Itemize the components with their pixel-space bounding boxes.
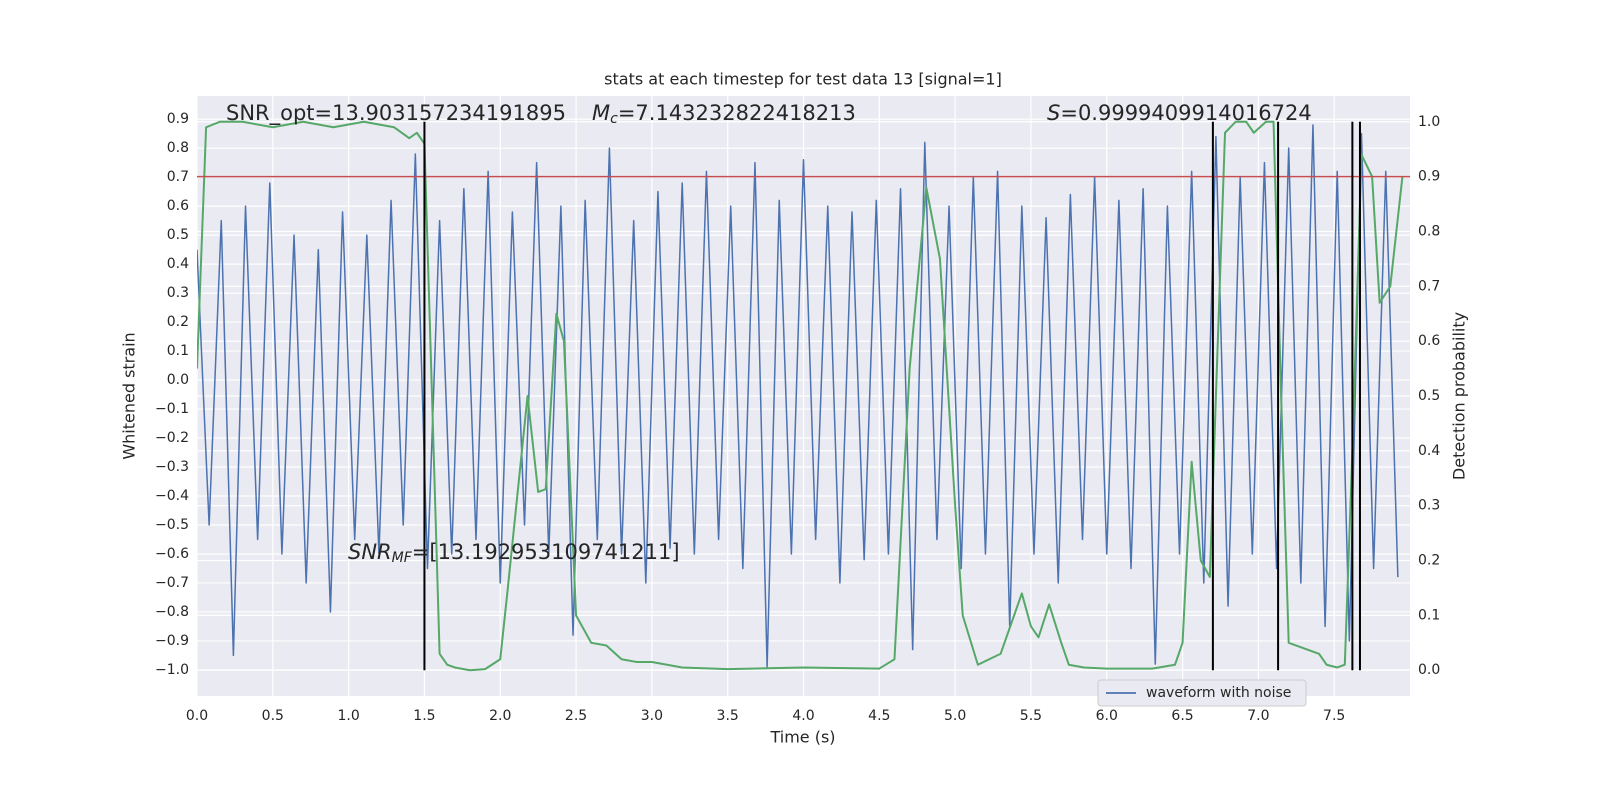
annotation-subscript: c [610,111,618,127]
annotation-text: =7.143232822418213 [618,101,856,125]
y2-tick-label: 1.0 [1418,114,1440,130]
x-tick-label: 4.0 [792,708,814,724]
y-tick-label: 0.5 [167,227,189,243]
y-tick-label: −0.8 [155,604,189,620]
annotation: SNR_opt=13.903157234191895 [226,101,566,126]
y-tick-label: −0.2 [155,430,189,446]
y2-tick-label: 0.7 [1418,278,1440,294]
x-tick-label: 5.5 [1020,708,1042,724]
x-axis-label: Time (s) [769,728,835,747]
y-tick-label: 0.2 [167,314,189,330]
y2-tick-label: 0.3 [1418,498,1440,514]
annotation-text: =[13.192953109741211] [412,540,680,564]
x-tick-label: 1.5 [413,708,435,724]
marks [197,120,1410,672]
legend: waveform with noise [1097,679,1307,707]
x-tick-label: 3.0 [641,708,663,724]
annotation: S=0.9999409914016724 [1047,101,1312,125]
y2-tick-label: 0.9 [1418,169,1440,185]
y-tick-label: 0.0 [167,372,189,388]
x-tick-label: 1.0 [337,708,359,724]
probability-line [197,120,1404,672]
y-tick-label: 0.7 [167,169,189,185]
chart-title: stats at each timestep for test data 13 … [604,70,1002,89]
y2-axis-label: Detection probability [1450,312,1469,480]
y2-tick-label: 0.0 [1418,662,1440,678]
waveform-line [197,124,1399,668]
y2-tick-label: 0.4 [1418,443,1440,459]
labels: 0.0 0.5 1.0 1.5 2.0 2.5 3.0 3.5 4.0 4.5 5.0 5.5 6.0 6… [155,101,1440,724]
legend-label: waveform with noise [1146,685,1291,701]
annotation-text: =0.9999409914016724 [1060,101,1311,125]
y-tick-label: 0.9 [167,111,189,127]
y-tick-label: 0.1 [167,343,189,359]
x-tick-label: 4.5 [868,708,890,724]
y-tick-label: −0.1 [155,401,189,417]
y-tick-label: 0.8 [167,140,189,156]
y2-tick-label: 0.6 [1418,333,1440,349]
x-tick-label: 2.5 [565,708,587,724]
x-tick-label: 0.5 [262,708,284,724]
y-tick-label: 0.6 [167,198,189,214]
x-tick-label: 7.5 [1323,708,1345,724]
annotation-symbol: SNR [348,540,392,564]
y-tick-label: −0.5 [155,517,189,533]
y-tick-label: −0.3 [155,459,189,475]
x-tick-label: 6.0 [1096,708,1118,724]
annotation-text: SNR_opt=13.903157234191895 [226,101,566,126]
y-tick-label: −0.4 [155,488,189,504]
x-tick-label: 3.5 [717,708,739,724]
y-tick-label: 0.4 [167,256,189,272]
y-tick-label: −0.7 [155,575,189,591]
y-tick-label: −0.9 [155,633,189,649]
x-tick-label: 0.0 [186,708,208,724]
annotation: SNRMF=[13.192953109741211] [348,540,680,566]
y2-tick-label: 0.8 [1418,223,1440,239]
annotation-symbol: M [592,101,610,125]
x-tick-label: 5.0 [944,708,966,724]
annotation: Mc=7.143232822418213 [592,101,856,127]
legend-box [1097,679,1307,707]
y2-tick-label: 0.1 [1418,607,1440,623]
annotation-symbol: S [1047,101,1060,125]
y-axis-label: Whitened strain [120,332,139,459]
y-tick-label: −1.0 [155,662,189,678]
x-tick-label: 6.5 [1171,708,1193,724]
annotation-subscript: MF [392,550,413,566]
y-tick-label: 0.3 [167,285,189,301]
x-tick-label: 2.0 [489,708,511,724]
y2-tick-label: 0.5 [1418,388,1440,404]
x-tick-label: 7.0 [1247,708,1269,724]
y2-tick-label: 0.2 [1418,553,1440,569]
y-tick-label: −0.6 [155,546,189,562]
